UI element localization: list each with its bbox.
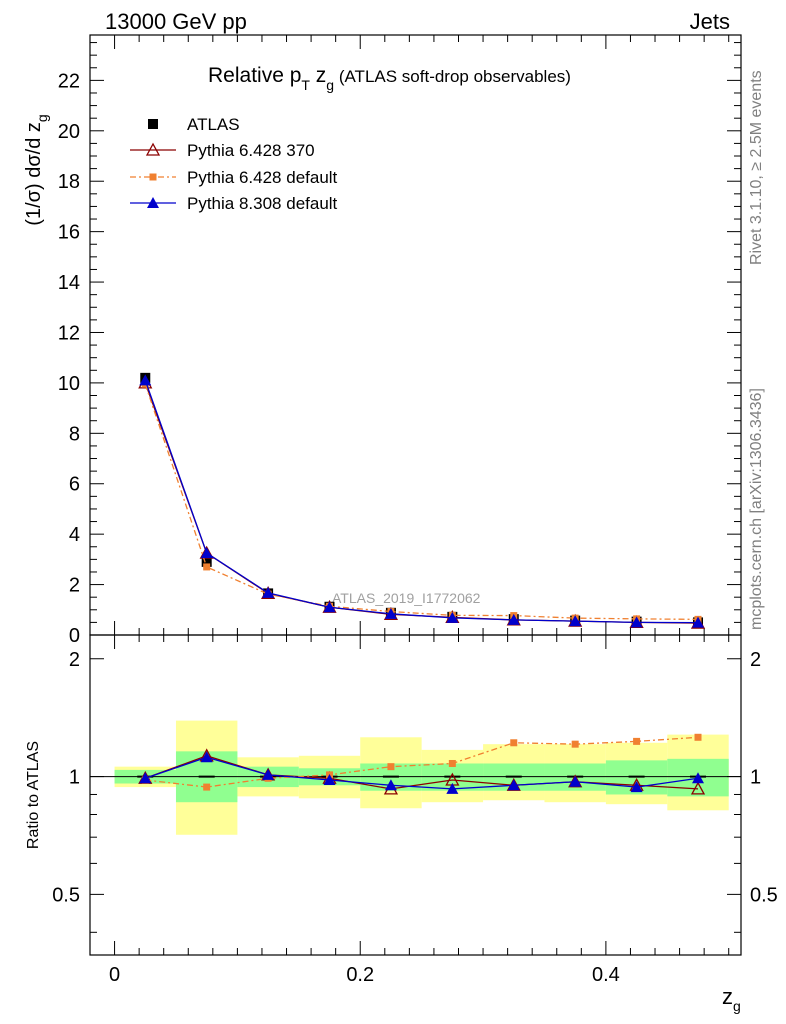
- ratio-point: [446, 782, 459, 794]
- data-point: [507, 613, 520, 625]
- ratio-point: [203, 783, 211, 791]
- ratio-point: [571, 740, 579, 748]
- series-line: [144, 383, 699, 621]
- ratio-line: [145, 756, 699, 790]
- y-tick-label: 20: [58, 121, 80, 143]
- ratio-point: [630, 781, 643, 793]
- ratio-point: [448, 759, 456, 767]
- data-point: [262, 586, 275, 598]
- ratio-point: [323, 773, 336, 785]
- ratio-line: [145, 755, 699, 790]
- legend: ATLAS Pythia 6.428 370 Pythia 6.428 defaul…: [130, 115, 338, 213]
- plot-frames: [89, 34, 742, 956]
- ratio-point: [262, 768, 275, 780]
- y-tick-label: 2: [69, 575, 80, 597]
- ratio-point: [384, 779, 397, 791]
- ratio-tick-label-left: 0.5: [52, 884, 80, 906]
- mcplots-label: mcplots.cern.ch [arXiv:1306.3436]: [748, 388, 765, 630]
- legend-label: Pythia 6.428 default: [187, 168, 338, 187]
- data-point: [201, 556, 212, 567]
- data-point: [200, 547, 213, 559]
- legend-marker: [148, 119, 158, 129]
- ratio-tick-label-left: 1: [69, 767, 80, 789]
- ratio-point: [139, 772, 152, 784]
- ratio-point: [692, 772, 705, 784]
- ratio-point: [569, 775, 582, 787]
- y-tick-label: 22: [58, 70, 80, 92]
- y-tick-label: 4: [69, 524, 80, 546]
- data-point: [630, 616, 643, 628]
- y-tick-label: 14: [58, 272, 80, 294]
- ratio-tick-label-right: 1: [750, 767, 761, 789]
- y-tick-label: 18: [58, 171, 80, 193]
- y-tick-label: 12: [58, 322, 80, 344]
- ratio-tick-label-left: 2: [69, 649, 80, 671]
- legend-label: ATLAS: [187, 115, 240, 134]
- y-tick-label: 16: [58, 222, 80, 244]
- y-tick-label: 0: [69, 625, 80, 647]
- legend-marker: [149, 173, 157, 181]
- y-tick-label: 8: [69, 423, 80, 445]
- y-tick-label: 6: [69, 474, 80, 496]
- data-point: [203, 563, 211, 571]
- y-axis-label: (1/σ) dσ/d zg: [23, 114, 50, 225]
- ratio-tick-label-right: 0.5: [750, 884, 778, 906]
- ratio-point: [507, 779, 520, 791]
- ratio-point: [694, 733, 702, 741]
- data-point: [569, 615, 582, 627]
- x-axis-label: zg: [722, 984, 741, 1014]
- ratio-line: [145, 736, 699, 788]
- rivet-version-label: Rivet 3.1.10, ≥ 2.5M events: [748, 70, 765, 265]
- series-line: [144, 382, 699, 624]
- x-tick-label: 0.4: [592, 964, 620, 986]
- data-point: [384, 607, 397, 619]
- x-tick-label: 0: [109, 964, 120, 986]
- data-series: [137, 372, 707, 795]
- legend-label: Pythia 6.428 370: [187, 141, 315, 160]
- ratio-plot-frame: [89, 634, 742, 956]
- plot-title: Relative pT zg (ATLAS soft-drop observab…: [208, 64, 571, 93]
- data-point: [692, 616, 705, 628]
- y-tick-label: 10: [58, 373, 80, 395]
- legend-marker: [147, 197, 159, 208]
- ratio-point: [200, 751, 213, 763]
- ratio-point: [387, 763, 395, 771]
- legend-label: Pythia 8.308 default: [187, 194, 338, 213]
- ratio-axis-label: Ratio to ATLAS: [25, 741, 42, 849]
- ratio-uncertainty-bands: [90, 720, 741, 835]
- data-point: [139, 374, 152, 386]
- analysis-watermark: ATLAS_2019_I1772062: [332, 590, 481, 606]
- series-line: [144, 380, 699, 624]
- ratio-tick-label-right: 2: [750, 649, 761, 671]
- energy-label: 13000 GeV pp: [105, 9, 247, 34]
- process-label: Jets: [690, 9, 730, 34]
- ratio-point: [633, 737, 641, 745]
- ratio-point: [510, 739, 518, 747]
- data-point: [323, 601, 336, 613]
- ratio-point: [690, 781, 706, 795]
- legend-marker: [145, 142, 161, 156]
- x-tick-label: 0.2: [346, 964, 374, 986]
- data-point: [446, 611, 459, 623]
